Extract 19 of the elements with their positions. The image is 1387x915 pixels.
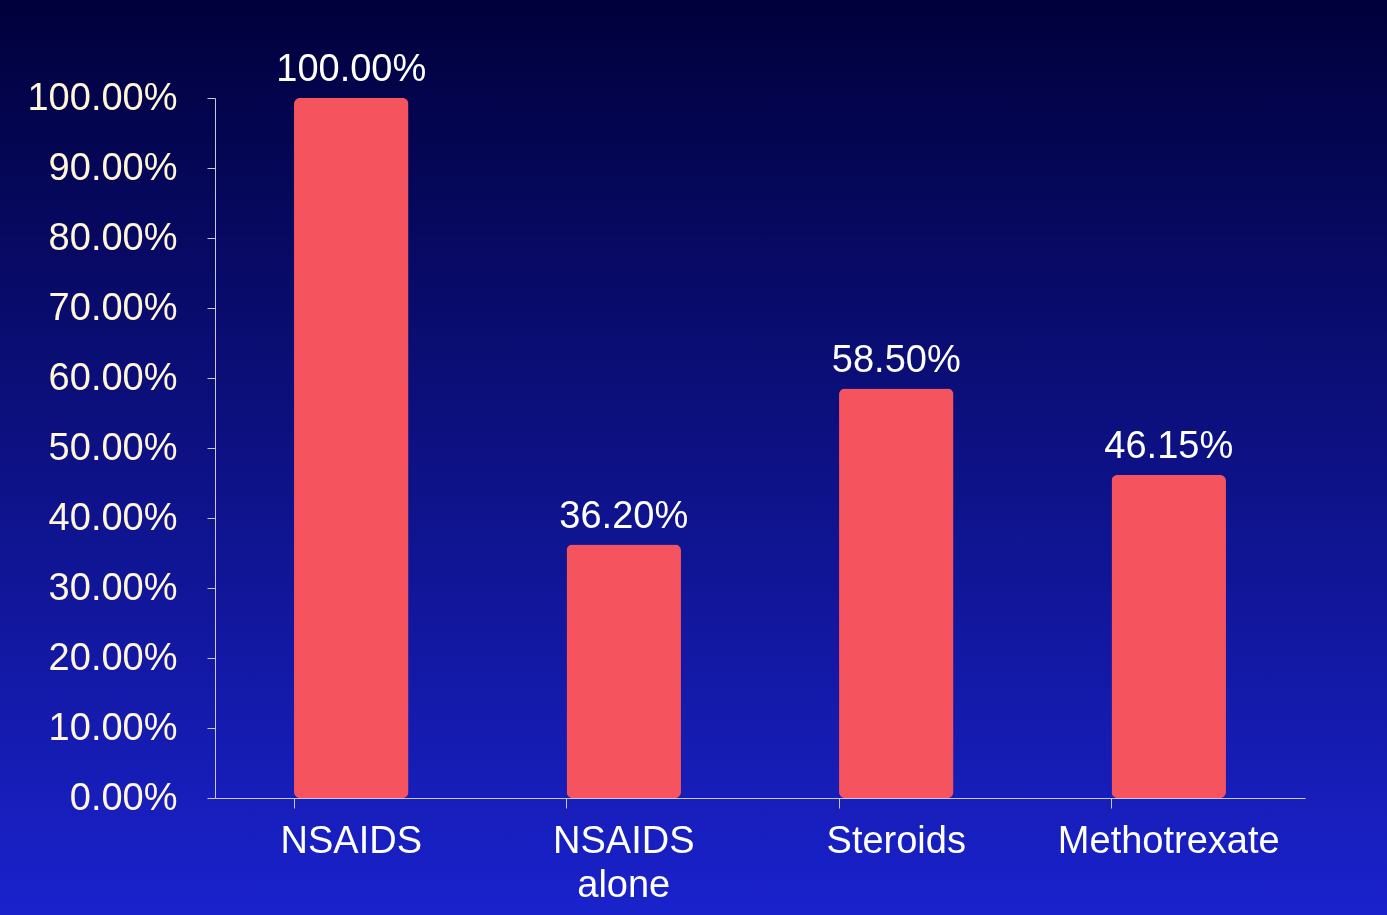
y-tick-label: 10.00% [48, 705, 178, 748]
data-label: 46.15% [1104, 423, 1234, 466]
y-tick-label: 100.00% [27, 75, 178, 118]
y-tick-label: 20.00% [48, 635, 178, 678]
y-tick-label: 0.00% [69, 775, 178, 818]
x-tick-label: NSAIDS [280, 818, 422, 861]
x-tick-label: NSAIDS alone [553, 818, 695, 905]
data-label: 100.00% [276, 47, 427, 89]
y-tick-label: 70.00% [48, 285, 178, 328]
y-tick-label: 40.00% [48, 495, 178, 538]
y-tick-label: 80.00% [48, 215, 178, 258]
y-tick-label: 90.00% [48, 145, 178, 188]
y-tick-label: 60.00% [48, 355, 178, 398]
data-label: 58.50% [831, 337, 961, 380]
y-tick-label: 50.00% [48, 425, 178, 468]
y-tick-label: 30.00% [48, 565, 178, 608]
data-label: 36.20% [559, 493, 689, 536]
x-tick-label: Steroids [826, 818, 966, 861]
x-tick-label: Methotrexate [1057, 818, 1280, 861]
